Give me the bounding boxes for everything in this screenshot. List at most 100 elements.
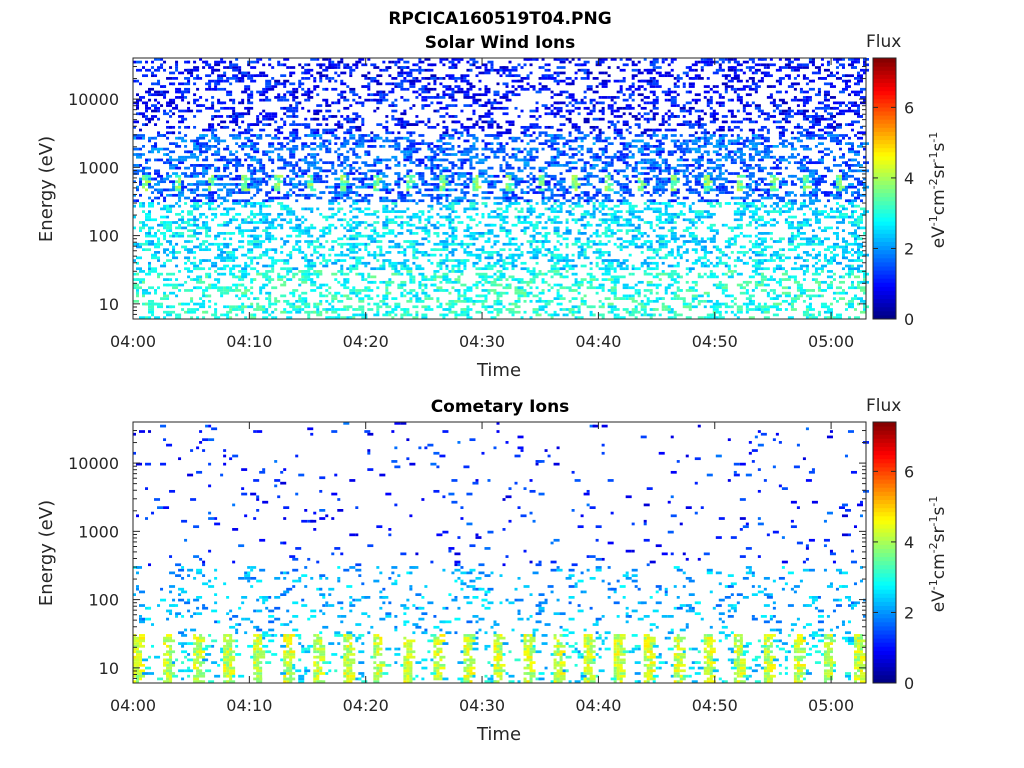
heatmap-cell	[310, 207, 314, 211]
heatmap-cell	[397, 74, 404, 78]
heatmap-cell	[229, 82, 233, 86]
heatmap-cell	[625, 104, 632, 107]
heatmap-cell	[595, 125, 599, 129]
heatmap-cell	[586, 177, 590, 181]
heatmap-cell	[523, 218, 527, 222]
heatmap-cell	[442, 272, 449, 276]
heatmap-cell	[244, 87, 248, 91]
heatmap-cell	[301, 193, 305, 197]
heatmap-cell	[610, 289, 617, 292]
heatmap-cell	[382, 297, 389, 300]
heatmap-cell	[346, 183, 350, 186]
heatmap-cell	[520, 291, 527, 295]
heatmap-cell	[196, 275, 200, 279]
heatmap-cell	[160, 232, 167, 235]
heatmap-cell	[175, 278, 179, 281]
heatmap-cell	[310, 131, 317, 135]
heatmap-cell	[529, 245, 533, 249]
heatmap-cell	[301, 272, 308, 276]
heatmap-cell	[205, 106, 209, 110]
heatmap-cell	[379, 251, 383, 254]
heatmap-cell	[442, 63, 446, 67]
heatmap-cell	[202, 66, 206, 69]
heatmap-cell	[613, 267, 617, 271]
heatmap-cell	[166, 77, 173, 80]
heatmap-cell	[229, 207, 236, 211]
heatmap-cell	[214, 150, 221, 154]
heatmap-cell	[574, 280, 578, 284]
heatmap-cell	[166, 131, 170, 135]
heatmap-cell	[376, 136, 383, 140]
heatmap-cell	[370, 253, 377, 257]
heatmap-cell	[634, 215, 641, 219]
heatmap-cell	[619, 245, 623, 249]
heatmap-cell	[433, 82, 437, 86]
heatmap-cell	[229, 66, 233, 69]
heatmap-cell	[202, 60, 209, 64]
heatmap-cell	[637, 302, 644, 306]
heatmap-cell	[244, 261, 248, 265]
heatmap-cell	[601, 153, 605, 156]
heatmap-cell	[229, 267, 236, 271]
heatmap-cell	[214, 310, 218, 314]
heatmap-cell	[442, 313, 449, 317]
heatmap-cell	[625, 232, 629, 235]
heatmap-cell	[292, 183, 299, 186]
heatmap-cell	[469, 218, 476, 222]
heatmap-cell	[319, 169, 326, 173]
heatmap-cell	[190, 153, 197, 156]
heatmap-cell	[535, 313, 542, 317]
heatmap-cell	[331, 245, 335, 249]
heatmap-cell	[379, 169, 383, 173]
heatmap-cell	[577, 310, 581, 314]
heatmap-cell	[424, 164, 428, 167]
heatmap-cell	[220, 120, 227, 124]
heatmap-cell	[298, 183, 302, 186]
heatmap-cell	[376, 180, 383, 184]
heatmap-cell	[208, 299, 212, 303]
heatmap-cell	[235, 117, 239, 121]
heatmap-cell	[520, 169, 524, 173]
heatmap-cell	[247, 248, 251, 252]
heatmap-cell	[385, 215, 389, 219]
heatmap-cell	[583, 210, 590, 213]
heatmap-cell	[613, 316, 620, 319]
heatmap-cell	[310, 223, 314, 227]
heatmap-cell	[400, 68, 404, 72]
heatmap-cell	[430, 223, 437, 227]
heatmap-cell	[607, 96, 611, 99]
heatmap-cell	[589, 101, 593, 105]
heatmap-cell	[145, 218, 152, 222]
heatmap-cell	[409, 74, 413, 78]
heatmap-cell	[382, 68, 386, 72]
heatmap-cell	[529, 199, 533, 203]
heatmap-cell	[340, 259, 347, 262]
heatmap-cell	[616, 183, 623, 186]
heatmap-cell	[454, 66, 458, 69]
heatmap-cell	[391, 199, 398, 203]
heatmap-cell	[502, 96, 509, 99]
heatmap-cell	[307, 87, 311, 91]
heatmap-cell	[499, 150, 503, 154]
heatmap-cell	[310, 174, 314, 178]
heatmap-cell	[604, 218, 608, 222]
heatmap-cell	[256, 74, 260, 78]
heatmap-cell	[151, 66, 155, 69]
heatmap-cell	[142, 302, 149, 306]
heatmap-cell	[610, 98, 614, 102]
heatmap-cell	[397, 85, 404, 88]
heatmap-cell	[343, 158, 350, 162]
heatmap-cell	[376, 161, 383, 165]
heatmap-cell	[253, 215, 257, 219]
heatmap-cell	[517, 150, 521, 154]
heatmap-cell	[337, 98, 341, 102]
heatmap-cell	[478, 172, 485, 175]
heatmap-cell	[511, 193, 518, 197]
heatmap-cell	[379, 180, 386, 184]
heatmap-cell	[529, 109, 536, 113]
heatmap-cell	[373, 164, 377, 167]
heatmap-cell	[445, 302, 449, 306]
heatmap-cell	[325, 218, 329, 222]
heatmap-cell	[511, 153, 515, 156]
heatmap-cell	[340, 71, 347, 75]
